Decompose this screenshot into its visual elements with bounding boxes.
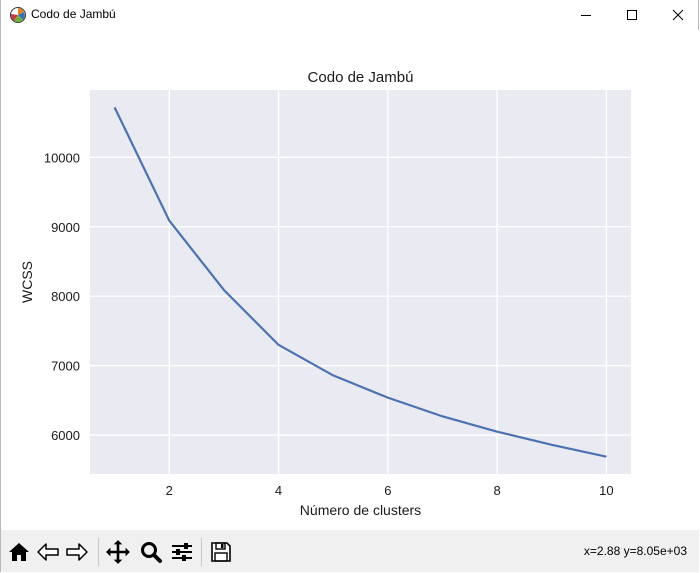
pan-icon (106, 540, 130, 564)
x-tick-label: 2 (166, 483, 173, 498)
cursor-coordinates: x=2.88 y=8.05e+03 (583, 544, 687, 558)
back-button[interactable] (34, 538, 62, 566)
y-tick-label: 8000 (51, 289, 80, 304)
back-icon (37, 543, 59, 561)
y-tick-label: 7000 (51, 359, 80, 374)
y-tick-label: 9000 (51, 220, 80, 235)
home-button[interactable] (5, 538, 33, 566)
maximize-icon (627, 10, 637, 20)
zoom-icon (141, 542, 162, 563)
home-icon (9, 543, 29, 561)
zoom-button[interactable] (137, 538, 165, 566)
figure-canvas[interactable]: 2 4 6 8 10 6000 7000 8000 9000 10000 Codo de Jamb… (1, 30, 699, 530)
plot-area (90, 90, 631, 474)
forward-icon (66, 543, 88, 561)
minimize-button[interactable] (563, 0, 609, 30)
configure-subplots-icon (172, 543, 192, 561)
close-button[interactable] (655, 0, 700, 30)
y-tick-label: 10000 (44, 150, 80, 165)
x-tick-label: 4 (275, 483, 282, 498)
toolbar-separator (201, 538, 202, 566)
x-tick-label: 8 (493, 483, 500, 498)
chart-title: Codo de Jambú (308, 69, 414, 86)
forward-button[interactable] (63, 538, 91, 566)
toolbar-separator (98, 538, 99, 566)
x-axis-label: Número de clusters (300, 502, 421, 518)
x-tick-label: 10 (599, 483, 613, 498)
save-button[interactable] (207, 538, 235, 566)
matplotlib-icon (10, 7, 26, 23)
pan-button[interactable] (104, 538, 132, 566)
window-title: Codo de Jambú (31, 7, 116, 21)
close-icon (672, 9, 684, 21)
y-axis-label: WCSS (19, 261, 35, 303)
elbow-chart: 2 4 6 8 10 6000 7000 8000 9000 10000 Codo de Jamb… (19, 69, 631, 518)
y-tick-label: 6000 (51, 428, 80, 443)
configure-subplots-button[interactable] (168, 538, 196, 566)
title-bar[interactable]: Codo de Jambú (1, 0, 698, 30)
navigation-toolbar: x=2.88 y=8.05e+03 (1, 530, 699, 572)
wcss-series-line (113, 106, 607, 458)
minimize-icon (581, 15, 591, 16)
maximize-button[interactable] (609, 0, 655, 30)
x-tick-label: 6 (384, 483, 391, 498)
save-icon (211, 542, 231, 562)
